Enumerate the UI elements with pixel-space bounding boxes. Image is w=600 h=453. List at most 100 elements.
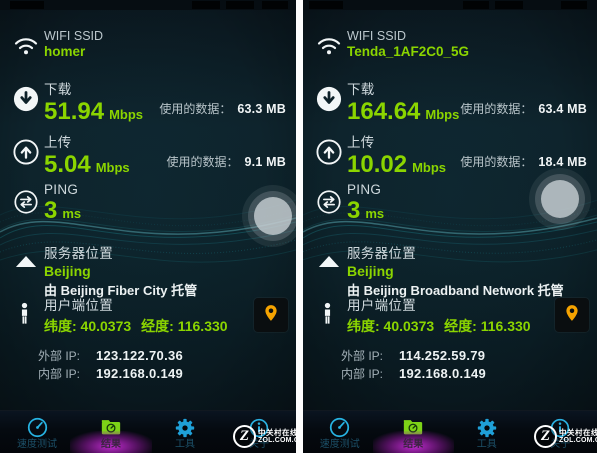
internal-ip-value: 192.168.0.149: [399, 365, 487, 381]
active-tab-glow: [70, 431, 152, 453]
map-pin-icon: [262, 304, 280, 327]
nav-label: 工具: [476, 439, 497, 450]
ping-section: PING 3 ms: [303, 182, 597, 223]
download-usage-label: 使用的数据：: [159, 102, 232, 116]
download-label: 下载: [44, 82, 72, 97]
status-bar: [303, 0, 597, 10]
nav-item-results[interactable]: 结果: [70, 411, 152, 453]
server-location-section: 服务器位置 Beijing 由 Beijing Broadband Networ…: [303, 242, 597, 299]
download-icon: [13, 86, 39, 117]
ping-label: PING: [44, 182, 79, 197]
longitude-value: 经度: 116.330: [444, 318, 531, 334]
external-ip-row: 外部 IP: 114.252.59.79: [341, 346, 597, 364]
wifi-section: WIFI SSID homer: [0, 29, 296, 59]
gauge-icon: [329, 416, 350, 438]
zol-watermark: Z 中关村在线 ZOL.COM.CN: [534, 425, 597, 448]
download-usage: 使用的数据： 63.3 MB: [159, 100, 286, 117]
download-icon: [316, 86, 342, 117]
wifi-icon: [14, 37, 38, 60]
ping-unit: ms: [62, 206, 82, 221]
ping-section: PING 3 ms: [0, 182, 296, 223]
external-ip-value: 123.122.70.36: [96, 347, 184, 363]
upload-usage: 使用的数据： 9.1 MB: [166, 153, 286, 170]
nav-item-tools[interactable]: 工具: [450, 411, 524, 453]
wifi-icon: [317, 37, 341, 60]
upload-unit: Mbps: [412, 160, 447, 175]
ping-icon: [14, 190, 38, 219]
watermark-line1: 中关村在线: [258, 428, 296, 437]
nav-item-speed-test[interactable]: 速度测试: [303, 411, 377, 453]
floating-action-circle[interactable]: [242, 185, 296, 247]
internal-ip-row: 内部 IP: 192.168.0.149: [38, 364, 296, 382]
download-usage-value: 63.4 MB: [538, 102, 587, 116]
upload-label: 上传: [347, 135, 375, 150]
person-icon: [19, 302, 30, 332]
internal-ip-row: 内部 IP: 192.168.0.149: [341, 364, 597, 382]
panel-divider: [296, 0, 303, 453]
zol-logo-icon: Z: [233, 425, 256, 448]
internal-ip-label: 内部 IP:: [38, 366, 81, 381]
watermark-line1: 中关村在线: [559, 428, 597, 437]
server-city: Beijing: [44, 263, 91, 279]
server-triangle-icon: [15, 255, 37, 273]
download-unit: Mbps: [425, 107, 460, 122]
floating-action-circle[interactable]: [529, 168, 591, 230]
server-location-label: 服务器位置: [44, 246, 113, 261]
ping-icon: [317, 190, 341, 219]
zol-logo-icon: Z: [534, 425, 557, 448]
nav-item-speed-test[interactable]: 速度测试: [0, 411, 74, 453]
right-edge-border: [597, 0, 600, 453]
client-coordinates: 纬度: 40.0373 经度: 116.330: [44, 316, 296, 336]
ip-section: 外部 IP: 114.252.59.79 内部 IP: 192.168.0.14…: [303, 346, 597, 382]
map-pin-icon: [563, 304, 581, 327]
speedtest-result-panel-right: WIFI SSID Tenda_1AF2C0_5G 下载 164.64 Mbps …: [303, 0, 597, 453]
client-coordinates: 纬度: 40.0373 经度: 116.330: [347, 316, 597, 336]
ip-section: 外部 IP: 123.122.70.36 内部 IP: 192.168.0.14…: [0, 346, 296, 382]
watermark-line2: ZOL.COM.CN: [258, 437, 296, 444]
nav-item-tools[interactable]: 工具: [148, 411, 222, 453]
download-value: 51.94: [44, 98, 105, 125]
wifi-section: WIFI SSID Tenda_1AF2C0_5G: [303, 29, 597, 59]
server-host: 由 Beijing Broadband Network 托管: [347, 283, 564, 298]
latitude-value: 纬度: 40.0373: [44, 318, 132, 334]
upload-value: 10.02: [347, 151, 408, 178]
upload-usage-value: 9.1 MB: [244, 155, 286, 169]
speedtest-result-panel-left: WIFI SSID homer 下载 51.94 Mbps 使用的数据： 63.3 …: [0, 0, 296, 453]
download-usage-value: 63.3 MB: [237, 102, 286, 116]
active-tab-glow: [372, 431, 454, 453]
client-location-section: 用户端位置 纬度: 40.0373 经度: 116.330: [0, 294, 296, 336]
nav-label: 结果: [101, 439, 121, 450]
external-ip-value: 114.252.59.79: [399, 347, 486, 363]
external-ip-label: 外部 IP:: [341, 348, 384, 363]
ping-value: 3: [347, 197, 361, 224]
client-location-label: 用户端位置: [347, 298, 416, 313]
client-location-label: 用户端位置: [44, 298, 113, 313]
map-pin-button[interactable]: [254, 298, 288, 332]
gauge-icon: [27, 416, 48, 438]
upload-section: 上传 5.04 Mbps 使用的数据： 9.1 MB: [0, 131, 296, 177]
upload-value: 5.04: [44, 151, 91, 178]
server-location-label: 服务器位置: [347, 246, 416, 261]
wifi-ssid-value: homer: [44, 44, 86, 59]
watermark-line2: ZOL.COM.CN: [559, 437, 597, 444]
download-label: 下载: [347, 82, 375, 97]
map-pin-button[interactable]: [555, 298, 589, 332]
server-triangle-icon: [318, 255, 340, 273]
upload-usage-label: 使用的数据：: [460, 155, 533, 169]
wifi-ssid-value: Tenda_1AF2C0_5G: [347, 44, 470, 59]
download-unit: Mbps: [109, 107, 144, 122]
download-section: 下载 164.64 Mbps 使用的数据： 63.4 MB: [303, 78, 597, 124]
upload-section: 上传 10.02 Mbps 使用的数据： 18.4 MB: [303, 131, 597, 177]
download-usage-label: 使用的数据：: [460, 102, 533, 116]
ping-unit: ms: [365, 206, 385, 221]
longitude-value: 经度: 116.330: [141, 318, 228, 334]
latitude-value: 纬度: 40.0373: [347, 318, 435, 334]
upload-icon: [316, 139, 342, 170]
status-bar: [0, 0, 296, 10]
nav-label: 结果: [403, 439, 424, 450]
nav-item-results[interactable]: 结果: [372, 411, 454, 453]
server-city: Beijing: [347, 263, 394, 279]
upload-icon: [13, 139, 39, 170]
nav-label: 速度测试: [17, 439, 57, 450]
wifi-ssid-label: WIFI SSID: [347, 29, 407, 43]
